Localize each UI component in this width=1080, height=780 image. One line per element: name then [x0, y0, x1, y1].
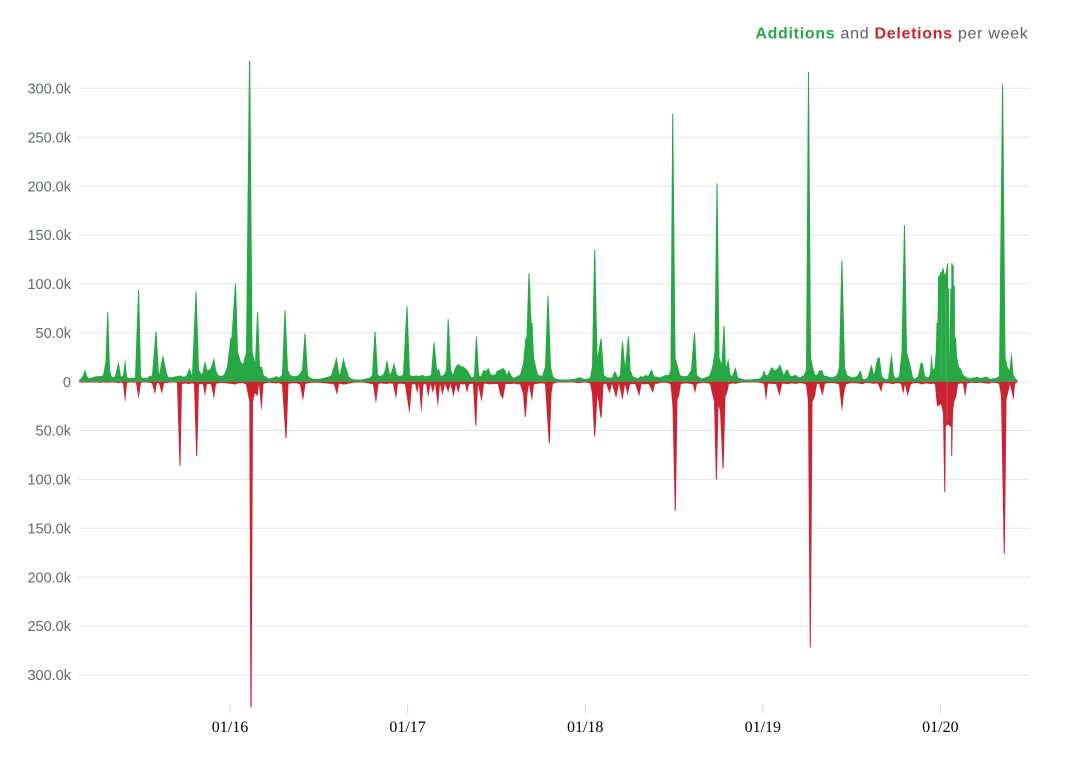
svg-text:250.0k: 250.0k: [27, 619, 71, 635]
svg-text:01/17: 01/17: [389, 719, 425, 736]
svg-text:150.0k: 150.0k: [27, 522, 71, 538]
svg-text:100.0k: 100.0k: [27, 277, 71, 293]
svg-text:01/18: 01/18: [567, 719, 603, 736]
svg-text:250.0k: 250.0k: [27, 130, 71, 146]
svg-text:01/16: 01/16: [212, 719, 248, 736]
svg-text:200.0k: 200.0k: [27, 179, 71, 195]
svg-text:200.0k: 200.0k: [27, 570, 71, 586]
svg-text:100.0k: 100.0k: [27, 473, 71, 489]
svg-text:50.0k: 50.0k: [36, 424, 72, 440]
svg-text:0: 0: [63, 375, 71, 391]
svg-text:Additions and Deletions per we: Additions and Deletions per week: [755, 26, 1028, 43]
svg-text:50.0k: 50.0k: [36, 326, 72, 342]
svg-text:300.0k: 300.0k: [27, 82, 71, 98]
svg-text:150.0k: 150.0k: [27, 228, 71, 244]
svg-text:300.0k: 300.0k: [27, 668, 71, 684]
svg-text:01/20: 01/20: [922, 719, 958, 736]
svg-text:01/19: 01/19: [745, 719, 781, 736]
